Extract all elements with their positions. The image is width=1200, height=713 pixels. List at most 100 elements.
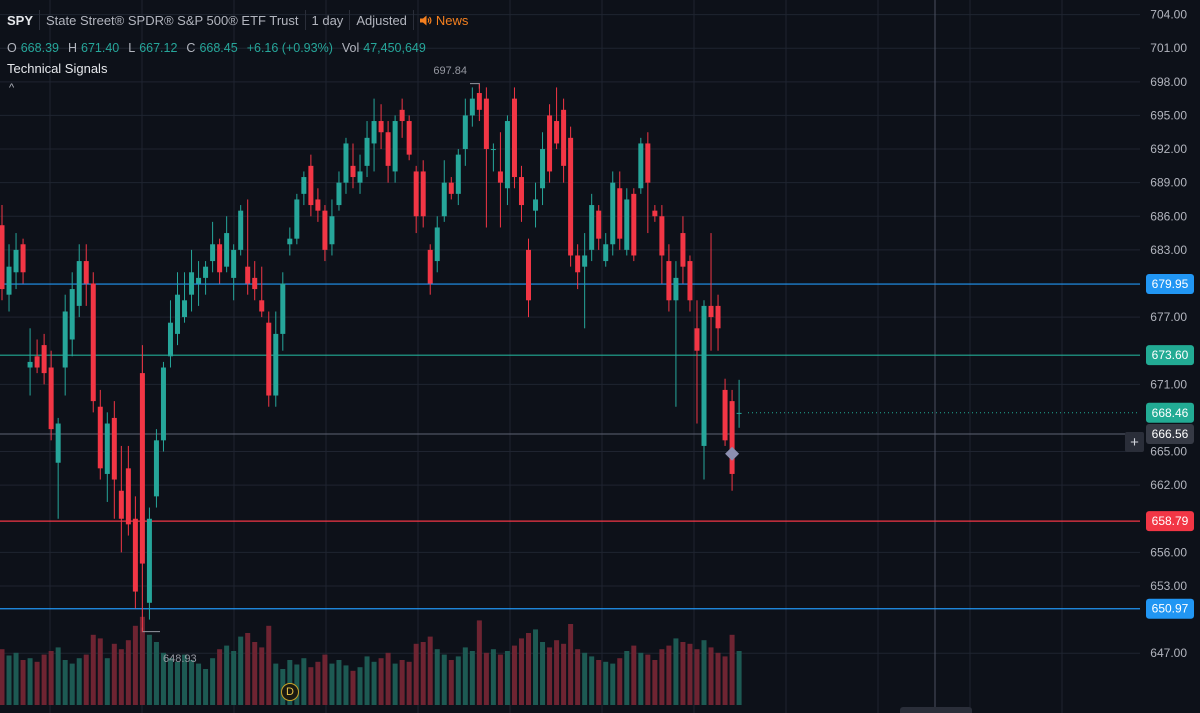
candle-body[interactable]	[322, 210, 328, 250]
candle-body[interactable]	[455, 154, 461, 194]
candle-body[interactable]	[483, 98, 489, 150]
candle-body[interactable]	[153, 440, 159, 497]
candle-body[interactable]	[561, 109, 567, 166]
candle-body[interactable]	[624, 199, 630, 250]
candle-body[interactable]	[217, 244, 223, 273]
candle-body[interactable]	[462, 115, 468, 150]
candle-body[interactable]	[715, 305, 721, 329]
candle-body[interactable]	[441, 182, 447, 217]
candle-body[interactable]	[175, 294, 180, 334]
candle-body[interactable]	[294, 199, 300, 239]
candle-body[interactable]	[631, 193, 637, 256]
timeline-scroll-handle[interactable]	[900, 707, 972, 713]
candle-body[interactable]	[659, 216, 665, 256]
candle-body[interactable]	[736, 412, 742, 414]
candle-body[interactable]	[245, 266, 251, 284]
candle-body[interactable]	[385, 132, 391, 166]
candle-body[interactable]	[104, 423, 110, 474]
candle-body[interactable]	[420, 171, 426, 217]
last-price-badge[interactable]	[1146, 402, 1194, 423]
candle-body[interactable]	[526, 249, 531, 301]
candle-body[interactable]	[83, 261, 89, 284]
candle-body[interactable]	[48, 367, 54, 430]
symbol-label[interactable]: SPY	[0, 10, 41, 30]
candle-body[interactable]	[41, 345, 47, 374]
candle-body[interactable]	[224, 233, 230, 267]
candle-body[interactable]	[357, 171, 363, 183]
crosshair-price-badge[interactable]	[1146, 424, 1194, 445]
symbol-name[interactable]: State Street® SPDR® S&P 500® ETF Trust	[40, 10, 306, 30]
candle-body[interactable]	[336, 182, 342, 206]
chevron-up-icon[interactable]: ^	[9, 82, 15, 94]
candle-body[interactable]	[392, 121, 398, 172]
candle-body[interactable]	[518, 177, 524, 206]
candle-body[interactable]	[547, 115, 553, 172]
candle-body[interactable]	[343, 143, 349, 183]
candle-body[interactable]	[329, 216, 335, 245]
candle-body[interactable]	[603, 244, 609, 262]
candle-body[interactable]	[701, 305, 707, 446]
candle-body[interactable]	[399, 109, 405, 122]
candle-body[interactable]	[638, 143, 644, 189]
candle-body[interactable]	[301, 177, 307, 194]
candle-body[interactable]	[273, 333, 279, 396]
candle-body[interactable]	[118, 490, 124, 519]
candle-body[interactable]	[652, 210, 658, 217]
candle-body[interactable]	[111, 417, 117, 480]
candle-body[interactable]	[252, 277, 258, 290]
interval-button[interactable]: 1 day	[306, 10, 351, 30]
candle-body[interactable]	[308, 165, 314, 206]
candle-body[interactable]	[610, 182, 616, 245]
candle-body[interactable]	[582, 255, 588, 267]
candle-body[interactable]	[427, 249, 433, 284]
candle-body[interactable]	[280, 283, 286, 334]
price-level-badge[interactable]	[1146, 274, 1194, 295]
candle-body[interactable]	[69, 289, 75, 340]
candle-body[interactable]	[645, 143, 651, 183]
candle-body[interactable]	[350, 165, 356, 178]
candle-body[interactable]	[62, 311, 68, 368]
candle-body[interactable]	[238, 210, 244, 250]
candle-body[interactable]	[189, 272, 195, 295]
candle-body[interactable]	[315, 199, 321, 211]
candle-body[interactable]	[511, 98, 517, 178]
candle-body[interactable]	[139, 373, 145, 564]
candle-body[interactable]	[413, 171, 419, 217]
price-level-badge[interactable]	[1146, 345, 1194, 366]
candle-body[interactable]	[596, 210, 602, 239]
candle-body[interactable]	[554, 121, 560, 144]
candle-body[interactable]	[287, 238, 293, 245]
candle-body[interactable]	[504, 121, 510, 189]
candle-body[interactable]	[490, 149, 496, 151]
candle-body[interactable]	[476, 93, 482, 110]
signal-diamond-icon[interactable]	[725, 446, 740, 461]
candle-body[interactable]	[722, 389, 728, 441]
candle-body[interactable]	[673, 277, 679, 301]
candle-body[interactable]	[406, 121, 412, 155]
candle-body[interactable]	[13, 249, 19, 273]
candle-body[interactable]	[575, 255, 581, 273]
candle-body[interactable]	[146, 518, 152, 603]
candle-body[interactable]	[729, 401, 735, 474]
candle-body[interactable]	[694, 328, 700, 351]
candle-body[interactable]	[6, 266, 12, 295]
candle-body[interactable]	[434, 227, 440, 262]
candle-body[interactable]	[540, 149, 546, 189]
dividend-badge[interactable]: D	[281, 683, 299, 701]
candle-body[interactable]	[687, 261, 693, 301]
price-level-badge[interactable]	[1146, 598, 1194, 619]
candle-body[interactable]	[617, 188, 623, 239]
candle-body[interactable]	[708, 305, 714, 318]
candle-body[interactable]	[97, 406, 103, 469]
candle-body[interactable]	[364, 137, 370, 166]
candle-body[interactable]	[27, 361, 33, 368]
candle-body[interactable]	[680, 233, 686, 267]
candle-body[interactable]	[378, 121, 384, 133]
indicator-name[interactable]: Technical Signals	[7, 61, 108, 76]
candle-body[interactable]	[210, 244, 216, 262]
candle-body[interactable]	[666, 261, 672, 301]
candle-body[interactable]	[448, 182, 454, 194]
candle-body[interactable]	[203, 266, 209, 278]
candle-body[interactable]	[259, 300, 265, 312]
